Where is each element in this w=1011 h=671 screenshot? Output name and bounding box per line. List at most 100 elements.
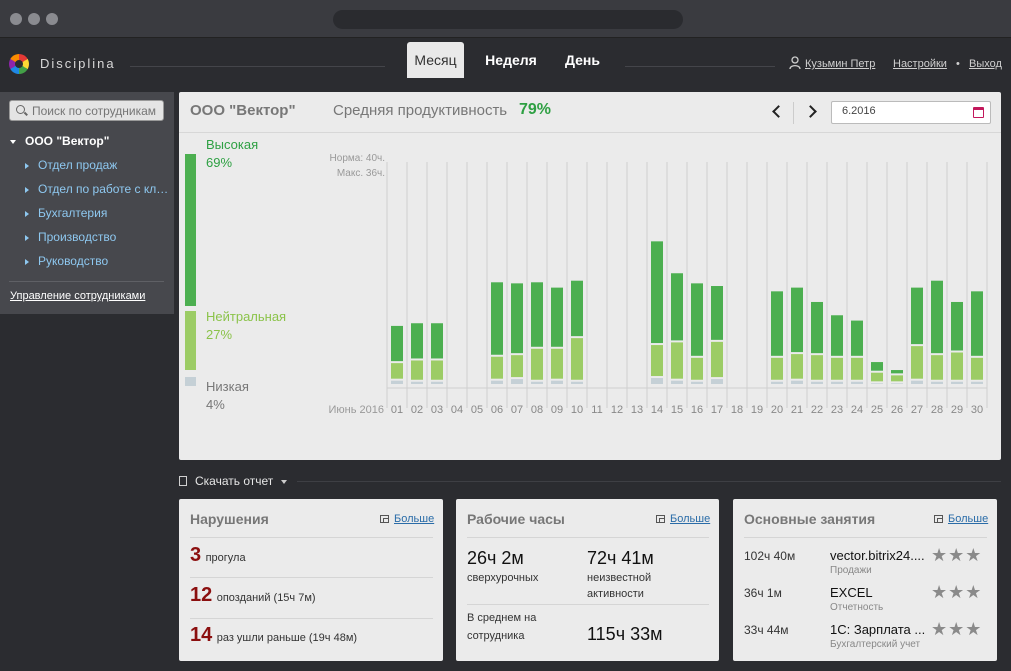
employee-search[interactable]	[9, 100, 164, 121]
tab-week[interactable]: Неделя	[485, 52, 537, 68]
user-name-link[interactable]: Кузьмин Петр	[805, 58, 876, 70]
bar-segment-23	[831, 315, 843, 356]
x-tick-label: 12	[611, 404, 623, 416]
bar-segment-09	[551, 287, 563, 347]
legend-high-name: Высокая	[206, 137, 259, 152]
card-divider	[467, 604, 709, 605]
tree-root-company[interactable]: ООО "Вектор"	[10, 134, 109, 148]
activity-name[interactable]: vector.bitrix24....	[830, 548, 925, 563]
search-input[interactable]	[32, 102, 160, 119]
activity-name[interactable]: 1С: Зарплата ...	[830, 622, 926, 637]
rating-stars-icon[interactable]: ★★★	[931, 545, 983, 565]
legend-neutral-bar	[185, 311, 196, 370]
x-tick-label: 27	[911, 404, 923, 416]
window-titlebar	[0, 0, 1011, 38]
avg-productivity-value: 79%	[519, 101, 552, 118]
sidebar-item-management[interactable]: Руководство	[25, 254, 108, 268]
bar-segment-16	[691, 381, 703, 384]
bar-segment-14	[651, 378, 663, 384]
bar-segment-14	[651, 345, 663, 377]
bar-segment-02	[411, 323, 423, 359]
bar-segment-24	[851, 357, 863, 380]
month-label: Июнь 2016	[329, 404, 385, 416]
bar-segment-03	[431, 323, 443, 359]
bar-segment-30	[971, 357, 983, 380]
sidebar-item-production[interactable]: Производство	[25, 230, 116, 244]
company-title: ООО "Вектор"	[190, 102, 296, 119]
violation-text: прогула	[205, 552, 246, 564]
x-tick-label: 19	[751, 404, 763, 416]
bar-segment-08	[531, 348, 543, 380]
bar-segment-26	[891, 383, 903, 384]
bar-segment-01	[391, 363, 403, 379]
bar-segment-16	[691, 283, 703, 356]
work-hours-title: Рабочие часы	[467, 511, 565, 527]
expand-right-icon	[25, 162, 29, 169]
sidebar-item-sales[interactable]: Отдел продаж	[25, 158, 117, 172]
x-tick-label: 05	[471, 404, 483, 416]
bar-segment-30	[971, 381, 983, 384]
activity-name[interactable]: EXCEL	[830, 585, 873, 600]
date-picker[interactable]	[831, 101, 991, 124]
rating-stars-icon[interactable]: ★★★	[931, 582, 983, 602]
nav-divider	[130, 66, 385, 67]
link-separator: •	[956, 58, 960, 70]
dropdown-caret-icon[interactable]	[281, 480, 287, 484]
activities-more-link[interactable]: Больше	[948, 513, 989, 525]
overtime-label: сверхурочных	[467, 572, 539, 584]
address-bar[interactable]	[333, 10, 683, 29]
x-tick-label: 17	[711, 404, 723, 416]
bar-segment-07	[511, 379, 523, 384]
bar-segment-26	[891, 370, 903, 374]
calendar-icon[interactable]	[973, 107, 984, 118]
x-tick-label: 11	[591, 404, 602, 416]
window-minimize-button[interactable]	[28, 13, 40, 25]
legend-low-name: Низкая	[206, 379, 249, 394]
expand-right-icon	[25, 258, 29, 265]
bar-segment-17	[711, 286, 723, 340]
bar-segment-22	[811, 301, 823, 354]
bar-segment-21	[791, 287, 803, 353]
logout-link[interactable]: Выход	[969, 58, 1002, 70]
x-tick-label: 09	[551, 404, 563, 416]
expand-down-icon	[10, 139, 16, 144]
download-report-button[interactable]: Скачать отчет	[195, 474, 274, 488]
logo-icon	[9, 54, 29, 74]
manage-employees-link[interactable]: Управление сотрудниками	[10, 290, 146, 302]
tab-month[interactable]: Месяц	[407, 42, 464, 78]
violations-more-link[interactable]: Больше	[394, 513, 435, 525]
bar-segment-06	[491, 282, 503, 355]
bar-segment-03	[431, 381, 443, 384]
activities-title: Основные занятия	[744, 511, 876, 527]
sidebar-item-label: Отдел продаж	[38, 158, 118, 172]
productivity-panel: ООО "Вектор" Средняя продуктивность 79% …	[179, 92, 1001, 460]
sidebar-item-client-dept[interactable]: Отдел по работе с кл…	[25, 182, 168, 196]
sidebar: ООО "Вектор" Отдел продаж Отдел по работ…	[0, 92, 174, 314]
x-tick-label: 30	[971, 404, 983, 416]
bar-segment-28	[931, 280, 943, 354]
window-zoom-button[interactable]	[46, 13, 58, 25]
work-hours-more-link[interactable]: Больше	[670, 513, 711, 525]
bar-segment-17	[711, 341, 723, 378]
settings-link[interactable]: Настройки	[893, 58, 947, 70]
expand-right-icon	[25, 210, 29, 217]
bar-segment-28	[931, 355, 943, 380]
window-close-button[interactable]	[10, 13, 22, 25]
bar-segment-21	[791, 354, 803, 379]
x-tick-label: 03	[431, 404, 443, 416]
rating-stars-icon[interactable]: ★★★	[931, 619, 983, 639]
activity-time: 102ч 40м	[744, 549, 796, 563]
sidebar-item-accounting[interactable]: Бухгалтерия	[25, 206, 107, 220]
external-link-icon	[934, 515, 943, 523]
user-icon	[789, 56, 801, 69]
bar-segment-03	[431, 360, 443, 380]
overtime-value: 26ч 2м	[467, 548, 524, 568]
external-link-icon	[656, 515, 665, 523]
bar-segment-01	[391, 325, 403, 362]
sidebar-item-label: Бухгалтерия	[38, 206, 108, 220]
bar-segment-27	[911, 380, 923, 384]
tab-day[interactable]: День	[565, 52, 600, 68]
activity-time: 33ч 44м	[744, 623, 789, 637]
x-tick-label: 14	[651, 404, 663, 416]
date-input[interactable]	[842, 105, 962, 117]
